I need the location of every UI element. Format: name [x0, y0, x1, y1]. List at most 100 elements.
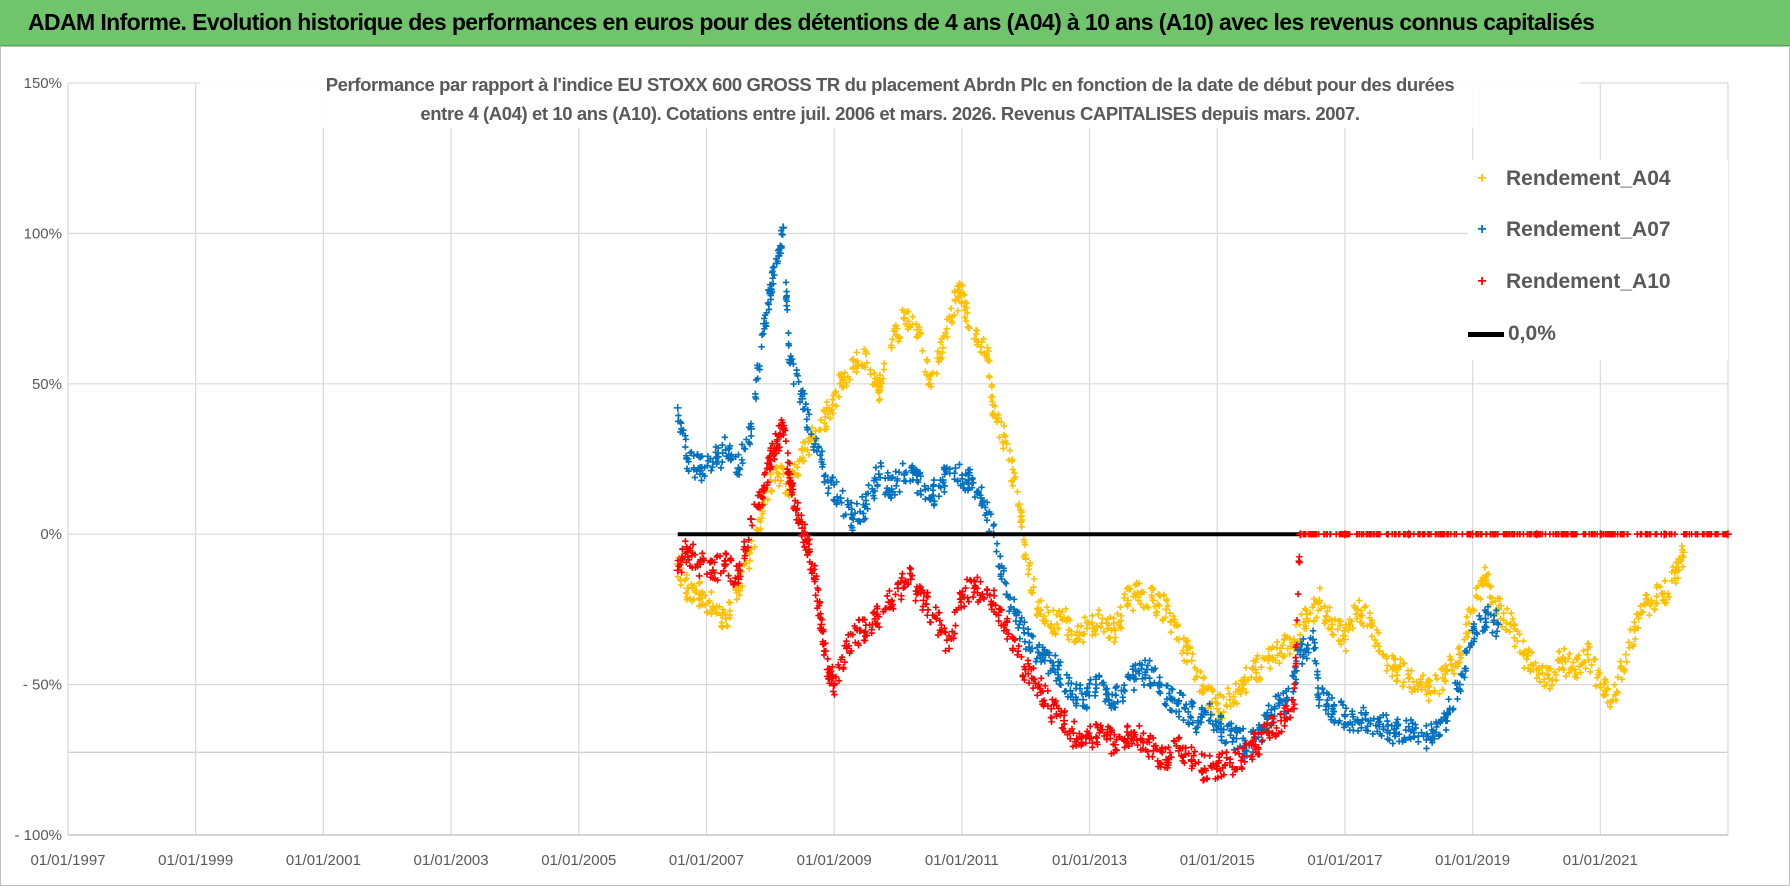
- scatter-point-a07: [685, 467, 692, 475]
- scatter-point-a10: [914, 589, 922, 597]
- scatter-point-a04: [706, 597, 713, 605]
- scatter-point-a10: [687, 547, 694, 554]
- scatter-point-a07: [864, 505, 871, 513]
- scatter-point-a04: [1093, 622, 1100, 629]
- scatter-point-a04: [1117, 603, 1124, 611]
- scatter-point-a04: [1329, 631, 1337, 638]
- scatter-point-a07: [1034, 644, 1041, 651]
- scatter-point-a07: [1330, 708, 1337, 715]
- scatter-point-a04: [1535, 666, 1543, 674]
- scatter-point-a10: [1124, 738, 1131, 745]
- scatter-point-a04: [1388, 673, 1396, 680]
- scatter-point-a10: [922, 600, 930, 608]
- scatter-point-a07: [969, 476, 976, 483]
- x-tick-label: 01/01/2007: [669, 852, 744, 869]
- scatter-point-a04: [1011, 469, 1018, 477]
- scatter-point-a04: [1026, 562, 1033, 569]
- scatter-point-a10: [675, 563, 682, 570]
- scatter-point-a04: [1418, 686, 1425, 693]
- scatter-point-a04: [1341, 632, 1349, 640]
- scatter-point-a10: [908, 572, 916, 579]
- scatter-point-a10: [1291, 684, 1298, 692]
- scatter-point-a04: [1566, 650, 1573, 658]
- scatter-point-a10: [951, 630, 958, 637]
- scatter-point-a10: [1213, 763, 1221, 770]
- scatter-point-a04: [1436, 690, 1443, 698]
- scatter-point-a07: [1423, 722, 1430, 729]
- scatter-point-a07: [1268, 706, 1275, 714]
- scatter-point-a04: [1646, 611, 1653, 619]
- scatter-point-a10: [963, 576, 971, 583]
- scatter-point-a07: [1171, 696, 1178, 703]
- legend-label-zero: 0,0%: [1508, 322, 1556, 345]
- scatter-point-a07: [1313, 660, 1320, 667]
- scatter-point-a04: [1511, 643, 1519, 650]
- scatter-point-a07: [1324, 696, 1331, 704]
- scatter-point-a10: [974, 574, 981, 581]
- scatter-point-a07: [1349, 713, 1357, 721]
- scatter-point-a07: [802, 400, 810, 408]
- scatter-point-a04: [1417, 678, 1424, 685]
- scatter-point-a04: [1358, 607, 1365, 614]
- scatter-point-a07: [1096, 673, 1103, 680]
- scatter-point-a07: [770, 263, 778, 271]
- scatter-point-a04: [1227, 703, 1234, 710]
- scatter-point-a04: [832, 388, 839, 395]
- scatter-point-a04: [1010, 476, 1018, 483]
- scatter-point-a07: [813, 435, 820, 442]
- scatter-point-a04: [726, 599, 734, 606]
- scatter-point-a07: [1276, 702, 1283, 709]
- scatter-point-a10: [1214, 774, 1221, 781]
- scatter-point-a04: [973, 330, 980, 338]
- scatter-point-a10: [1152, 742, 1159, 749]
- scatter-point-a04: [722, 615, 730, 623]
- scatter-point-a10: [1465, 531, 1472, 538]
- scatter-point-a10: [1195, 759, 1202, 766]
- scatter-point-a07: [824, 490, 832, 497]
- scatter-point-a10: [917, 584, 924, 591]
- scatter-point-a04: [1567, 664, 1574, 672]
- scatter-point-a07: [874, 481, 881, 489]
- scatter-point-a04: [1674, 574, 1682, 582]
- data-point-a07: [1468, 626, 1477, 635]
- scatter-point-a07: [1303, 645, 1311, 652]
- scatter-point-a07: [1169, 686, 1176, 693]
- scatter-point-a07: [990, 521, 998, 528]
- scatter-point-a04: [776, 482, 783, 489]
- scatter-point-a07: [765, 301, 772, 308]
- scatter-point-a10: [1110, 741, 1117, 748]
- scatter-point-a07: [754, 375, 762, 382]
- scatter-point-a04: [1396, 662, 1404, 670]
- scatter-point-a04: [922, 368, 929, 375]
- scatter-point-a07: [1463, 647, 1471, 654]
- scatter-point-a04: [837, 373, 845, 380]
- scatter-point-a04: [1524, 652, 1532, 659]
- scatter-point-a10: [1427, 531, 1435, 538]
- scatter-point-a07: [1307, 634, 1314, 642]
- scatter-point-a07: [941, 466, 948, 473]
- scatter-point-a04: [817, 426, 824, 433]
- scatter-point-a07: [1444, 709, 1452, 717]
- scatter-point-a07: [1063, 671, 1070, 679]
- scatter-point-a07: [821, 479, 828, 486]
- scatter-point-a07: [725, 455, 732, 462]
- scatter-point-a07: [1210, 726, 1218, 734]
- scatter-point-a10: [1166, 749, 1174, 756]
- scatter-point-a04: [995, 414, 1002, 422]
- scatter-point-a10: [1475, 531, 1482, 538]
- scatter-point-a10: [678, 556, 686, 564]
- scatter-point-a10: [1092, 733, 1100, 741]
- scatter-point-a10: [685, 556, 693, 564]
- scatter-point-a04: [691, 588, 699, 596]
- scatter-point-a07: [914, 489, 921, 497]
- scatter-point-a04: [1584, 640, 1591, 647]
- scatter-point-a04: [1463, 613, 1470, 621]
- scatter-point-a04: [1043, 603, 1051, 611]
- scatter-point-a04: [1546, 685, 1553, 693]
- scatter-point-a10: [868, 626, 875, 633]
- scatter-point-a04: [1045, 609, 1052, 616]
- scatter-point-a04: [1009, 482, 1016, 489]
- scatter-point-a10: [1048, 714, 1055, 722]
- scatter-point-a07: [1358, 719, 1365, 727]
- scatter-point-a07: [1228, 720, 1235, 727]
